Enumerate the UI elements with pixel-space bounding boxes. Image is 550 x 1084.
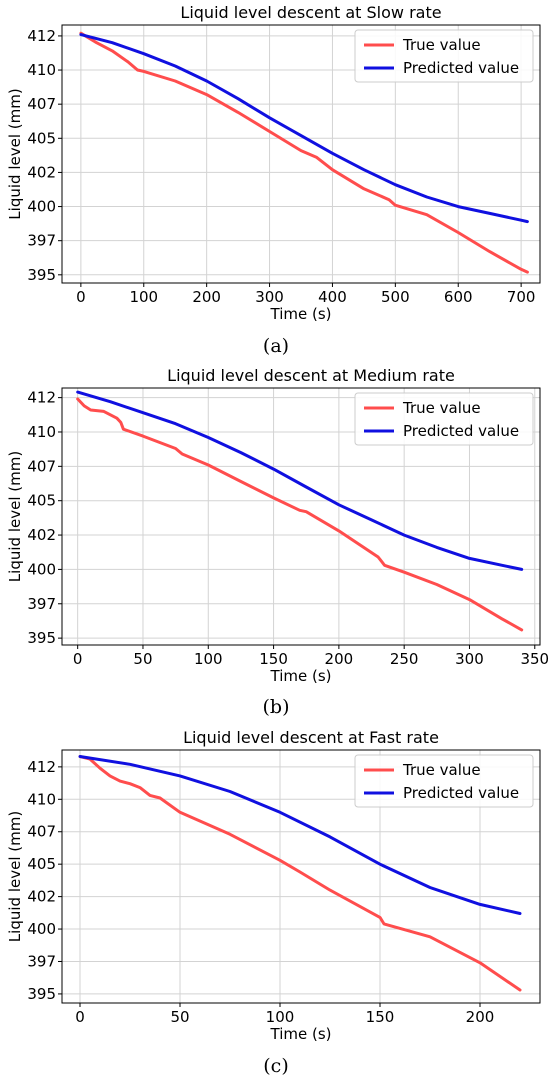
y-tick-label: 407 <box>27 457 56 475</box>
x-tick-label: 150 <box>366 1008 395 1026</box>
x-tick-label: 0 <box>73 650 83 668</box>
legend: True value Predicted value <box>354 29 534 83</box>
y-tick-label: 402 <box>27 888 56 906</box>
y-tick-label: 397 <box>27 232 56 250</box>
y-tick-label: 410 <box>27 423 56 441</box>
series-line-true-value <box>76 397 524 632</box>
chart-title: Liquid level descent at Medium rate <box>167 366 455 385</box>
series-line-predicted-value <box>79 33 529 224</box>
y-tick-label: 400 <box>27 920 56 938</box>
y-tick-label: 397 <box>27 952 56 970</box>
x-tick-label: 0 <box>75 1008 85 1026</box>
x-axis-label: Time (s) <box>270 1025 332 1043</box>
x-tick-label: 100 <box>129 288 158 306</box>
y-axis-label: Liquid level (mm) <box>6 811 24 942</box>
series-line-true-value <box>79 31 529 274</box>
legend: True value Predicted value <box>354 392 534 446</box>
x-axis-label: Time (s) <box>270 305 332 323</box>
plot-frame <box>61 749 541 1004</box>
y-tick-label: 405 <box>27 492 56 510</box>
series-line-predicted-value <box>76 390 524 571</box>
y-tick-label: 395 <box>27 985 56 1003</box>
legend-label: True value <box>402 761 481 779</box>
y-tick-label: 410 <box>27 790 56 808</box>
x-tick-label: 250 <box>390 650 419 668</box>
chart-panel-2: 0 50 100 150 200 250 300 350 395 397 400 402 405 407 4… <box>6 366 549 718</box>
chart-title: Liquid level descent at Fast rate <box>183 728 439 747</box>
legend-label: True value <box>402 399 481 417</box>
x-tick-label: 0 <box>76 288 86 306</box>
y-tick-label: 410 <box>27 61 56 79</box>
x-tick-label: 300 <box>455 650 484 668</box>
y-tick-label: 395 <box>27 266 56 284</box>
y-tick-label: 397 <box>27 595 56 613</box>
x-tick-label: 600 <box>444 288 473 306</box>
y-tick-label: 400 <box>27 198 56 216</box>
legend-box <box>354 29 534 83</box>
y-tick-label: 395 <box>27 629 56 647</box>
series-line-true-value <box>78 755 522 992</box>
chart-panel-1: 0 100 200 300 400 500 600 700 395 397 400 402 405 407… <box>6 3 541 357</box>
x-tick-label: 100 <box>194 650 223 668</box>
x-tick-label: 500 <box>381 288 410 306</box>
legend-label: True value <box>402 36 481 54</box>
legend-box <box>354 392 534 446</box>
x-tick-label: 300 <box>255 288 284 306</box>
x-tick-label: 200 <box>192 288 221 306</box>
chart-title: Liquid level descent at Slow rate <box>180 3 441 22</box>
panel-caption: (a) <box>263 335 289 357</box>
x-axis-label: Time (s) <box>270 667 332 685</box>
y-tick-label: 407 <box>27 95 56 113</box>
panel-caption: (c) <box>263 1055 288 1077</box>
y-tick-label: 405 <box>27 855 56 873</box>
x-tick-label: 400 <box>318 288 347 306</box>
legend: True value Predicted value <box>354 754 534 808</box>
series-line-predicted-value <box>78 755 522 915</box>
y-tick-label: 412 <box>27 758 56 776</box>
plot-frame <box>61 24 541 284</box>
y-axis-label: Liquid level (mm) <box>6 451 24 582</box>
x-tick-label: 700 <box>507 288 536 306</box>
y-tick-label: 400 <box>27 560 56 578</box>
y-tick-label: 402 <box>27 163 56 181</box>
x-tick-label: 50 <box>170 1008 189 1026</box>
y-tick-label: 412 <box>27 389 56 407</box>
legend-box <box>354 754 534 808</box>
y-tick-label: 405 <box>27 129 56 147</box>
y-tick-label: 407 <box>27 823 56 841</box>
y-axis-label: Liquid level (mm) <box>6 88 24 219</box>
legend-label: Predicted value <box>403 784 519 802</box>
plot-frame <box>61 387 541 646</box>
panel-caption: (b) <box>263 696 290 718</box>
legend-label: Predicted value <box>403 422 519 440</box>
x-tick-label: 100 <box>266 1008 295 1026</box>
x-tick-label: 200 <box>466 1008 495 1026</box>
x-tick-label: 50 <box>133 650 152 668</box>
x-tick-label: 200 <box>325 650 354 668</box>
legend-label: Predicted value <box>403 59 519 77</box>
y-tick-label: 412 <box>27 27 56 45</box>
x-tick-label: 150 <box>259 650 288 668</box>
chart-panel-3: 0 50 100 150 200 395 397 400 402 405 407 410 412 Liqu… <box>6 728 541 1077</box>
y-tick-label: 402 <box>27 526 56 544</box>
x-tick-label: 350 <box>520 650 549 668</box>
